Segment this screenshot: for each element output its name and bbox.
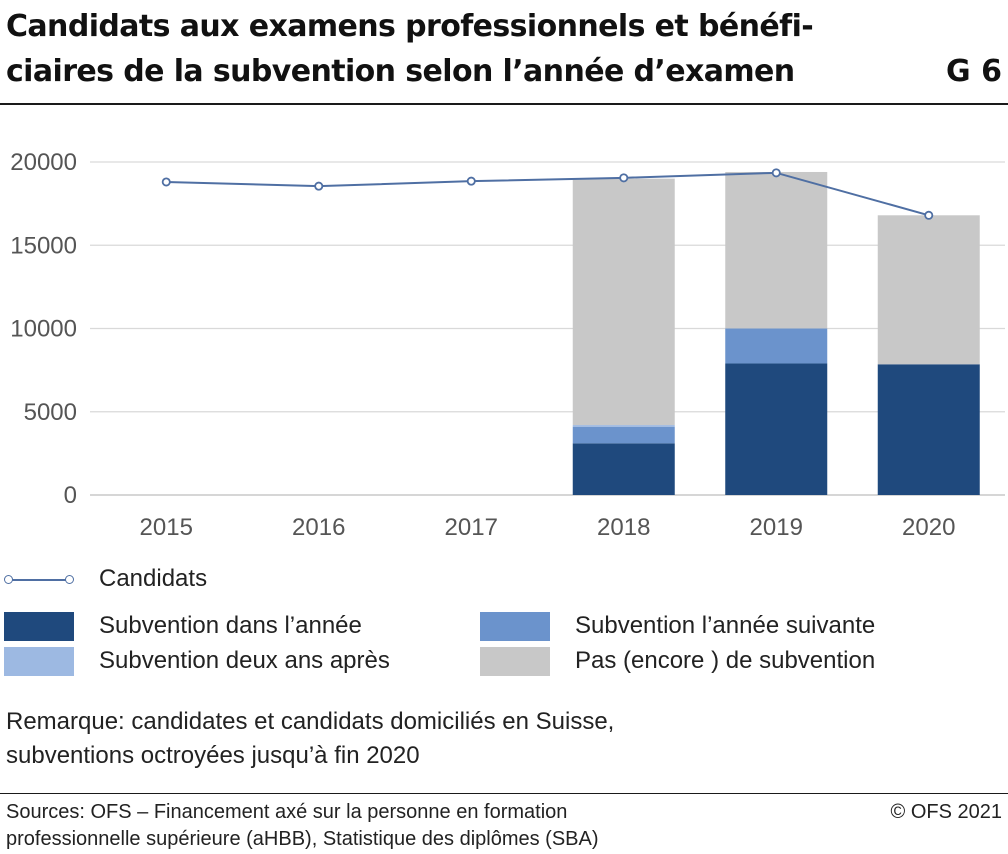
candidats-point [771,168,781,178]
legend-label: Subvention deux ans après [99,647,390,674]
footer-divider [0,793,1008,794]
remark-line-2: subventions octroyées jusqu’à fin 2020 [6,742,420,769]
x-axis-tick-labels: 2015 2016 2017 2018 2019 2020 [140,514,956,541]
candidats-line-series [161,168,934,220]
candidats-point [161,177,171,187]
figure-number: G 6 [946,54,1002,89]
legend: Candidats Subvention dans l’année Subven… [0,560,1008,690]
legend-label: Subvention dans l’année [99,612,362,639]
bar-segment [725,363,828,495]
sources-line-1: Sources: OFS – Financement axé sur la pe… [6,801,568,823]
legend-item-candidats: Candidats [4,562,207,596]
legend-label: Subvention l’année suivante [575,612,876,639]
bar-segment [572,178,675,426]
chart-title-line-1: Candidats aux examens professionnels et … [6,9,814,44]
candidats-point [314,181,324,191]
remark-line-1: Remarque: candidates et candidats domici… [6,708,615,735]
x-tick-label: 2020 [902,514,955,541]
bar-segment [572,425,675,427]
legend-item-subvention-dans-annee: Subvention dans l’année [4,609,362,643]
chart-title-line-2: ciaires de la subvention selon l’année d… [6,54,795,89]
gridlines [90,161,1005,496]
legend-swatch [4,646,74,676]
bar-segment [572,443,675,495]
candidats-point [619,173,629,183]
chart-title: Candidats aux examens professionnels et … [6,4,906,94]
legend-swatch [480,611,550,641]
legend-swatch [480,646,550,676]
candidats-point [466,176,476,186]
bar-segment [725,171,828,329]
x-tick-label: 2018 [597,514,650,541]
sources-line-2: professionnelle supérieure (aHBB), Stati… [6,828,599,850]
candidats-line [166,171,930,217]
legend-label: Pas (encore ) de subvention [575,647,876,674]
y-tick-label: 5000 [24,399,77,426]
title-divider [0,103,1008,105]
y-tick-label: 10000 [10,316,77,343]
bar-segment [725,328,828,364]
y-tick-label: 20000 [10,149,77,176]
x-tick-label: 2016 [292,514,345,541]
x-tick-label: 2019 [750,514,803,541]
legend-item-subvention-annee-suivante: Subvention l’année suivante [480,609,875,643]
bar-segment [572,426,675,444]
legend-item-subvention-deux-ans-apres: Subvention deux ans après [4,644,390,678]
y-tick-label: 0 [64,482,77,509]
sources: Sources: OFS – Financement axé sur la pe… [6,799,599,853]
x-tick-label: 2015 [140,514,193,541]
legend-line-marker-icon [4,565,74,594]
y-tick-label: 15000 [10,232,77,259]
legend-label: Candidats [99,565,208,592]
candidats-point [924,210,934,220]
bar-segment [877,215,980,365]
copyright: © OFS 2021 [890,801,1002,823]
bar-segment [877,364,980,495]
x-tick-label: 2017 [445,514,498,541]
legend-swatch [4,611,74,641]
bars [572,171,980,495]
legend-item-pas-de-subvention: Pas (encore ) de subvention [480,644,875,678]
remark: Remarque: candidates et candidats domici… [6,705,614,773]
y-axis-tick-labels: 0 5000 10000 15000 20000 [10,149,77,509]
